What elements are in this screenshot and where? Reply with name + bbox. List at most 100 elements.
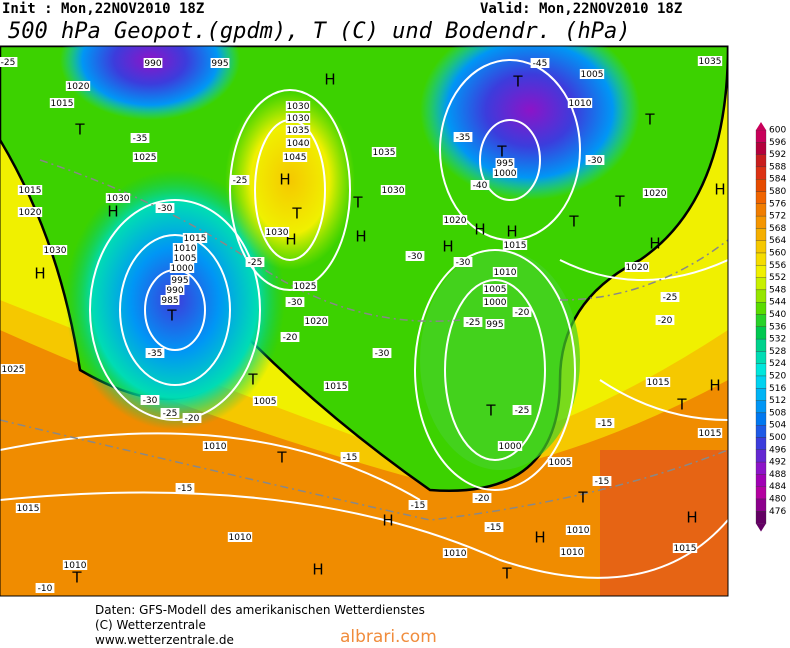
label-box (132, 152, 158, 162)
pressure-center: H (382, 512, 393, 530)
label-box (642, 188, 668, 198)
pressure-center: H (285, 231, 296, 249)
isobar-label: 1025 (2, 365, 25, 375)
label-box (145, 348, 165, 358)
colorbar-swatch (755, 338, 767, 352)
label-box (285, 101, 311, 111)
isotherm-label: -15 (178, 484, 193, 494)
pressure-center: H (324, 71, 335, 89)
isobar-label: 1025 (294, 282, 317, 292)
label-box (170, 275, 190, 285)
isobar-label: 1010 (561, 548, 584, 558)
label-box (672, 543, 698, 553)
label-box (547, 457, 573, 467)
isobar-label: 1000 (484, 298, 507, 308)
label-box (470, 180, 490, 190)
label-box (285, 125, 311, 135)
pressure-center: T (496, 143, 507, 161)
colorbar-label: 596 (769, 138, 786, 148)
isotherm-label: -30 (143, 396, 158, 406)
label-box (280, 332, 300, 342)
label-box (645, 377, 671, 387)
colorbar-arrow (756, 122, 766, 130)
isobar-label: 1015 (325, 382, 348, 392)
isobar-label: 1015 (504, 241, 527, 251)
pressure-center: T (614, 193, 625, 211)
colorbar-label: 488 (769, 470, 786, 480)
label-box (130, 133, 150, 143)
isobar-label: 1040 (287, 139, 310, 149)
label-box (17, 185, 43, 195)
pressure-center: T (74, 121, 85, 139)
pressure-center: H (355, 228, 366, 246)
colorbar-swatch (755, 474, 767, 487)
isobar-label: 1025 (134, 153, 157, 163)
pressure-center: H (714, 181, 725, 199)
pressure-center: T (352, 194, 363, 212)
label-box (230, 175, 250, 185)
label-box (292, 281, 318, 291)
label-box (227, 532, 253, 542)
isobar-label: 995 (171, 276, 188, 286)
isotherm-label: -15 (595, 477, 610, 487)
colorbar-label: 600 (769, 126, 786, 136)
isobar-label: 990 (144, 59, 161, 69)
colorbar-label: 500 (769, 433, 786, 443)
colorbar-swatch (755, 326, 767, 340)
colorbar-swatch (755, 215, 767, 229)
colorbar-swatch (755, 511, 767, 524)
isobar-label: 1020 (444, 216, 467, 226)
pressure-center: H (312, 561, 323, 579)
label-box (35, 583, 55, 593)
isobar-label: 1035 (699, 57, 722, 67)
pressure-center: H (474, 221, 485, 239)
colorbar-label: 524 (769, 359, 786, 369)
label-box (105, 193, 131, 203)
isobar-label: 1035 (287, 126, 310, 136)
isobar-label: 1020 (67, 82, 90, 92)
colorbar-label: 516 (769, 384, 786, 394)
label-box (530, 58, 550, 68)
colorbar-label: 508 (769, 408, 786, 418)
isobar-label: 1020 (644, 189, 667, 199)
colorbar-label: 584 (769, 175, 786, 185)
label-box (285, 297, 305, 307)
isobar-label: 995 (496, 159, 513, 169)
colorbar-swatch (755, 437, 767, 450)
isobar-label: 1030 (287, 102, 310, 112)
colorbar-label: 568 (769, 224, 786, 234)
colorbar-arrow (756, 523, 766, 532)
label-box (559, 547, 585, 557)
colorbar-swatch (755, 314, 767, 327)
label-box (202, 441, 228, 451)
isobar-label: 1015 (51, 99, 74, 109)
colorbar-swatch (755, 289, 767, 303)
pressure-center: T (568, 213, 579, 231)
label-box (210, 58, 230, 68)
colorbar-label: 504 (769, 421, 786, 431)
isotherm-label: -20 (515, 308, 530, 318)
pressure-center: H (506, 223, 517, 241)
init-text: Init : Mon,22NOV2010 18Z (2, 1, 204, 17)
colorbar-swatch (755, 240, 767, 254)
isotherm-label: -30 (158, 204, 173, 214)
colorbar-label: 592 (769, 150, 786, 160)
label-box (172, 243, 198, 253)
label-box (497, 441, 523, 451)
pressure-center: H (709, 377, 720, 395)
map-field (0, 46, 728, 596)
colorbar-swatch (755, 363, 767, 377)
isobar-label: 1030 (382, 186, 405, 196)
label-box (285, 113, 311, 123)
pressure-center: T (644, 111, 655, 129)
label-box (585, 155, 605, 165)
isobar-label: 1015 (19, 186, 42, 196)
isobar-label: 1005 (484, 285, 507, 295)
isotherm-label: -10 (38, 584, 53, 594)
label-box (492, 267, 518, 277)
label-box (155, 203, 175, 213)
label-box (285, 138, 311, 148)
label-box (453, 132, 473, 142)
isotherm-label: -25 (515, 406, 530, 416)
label-box (442, 548, 468, 558)
